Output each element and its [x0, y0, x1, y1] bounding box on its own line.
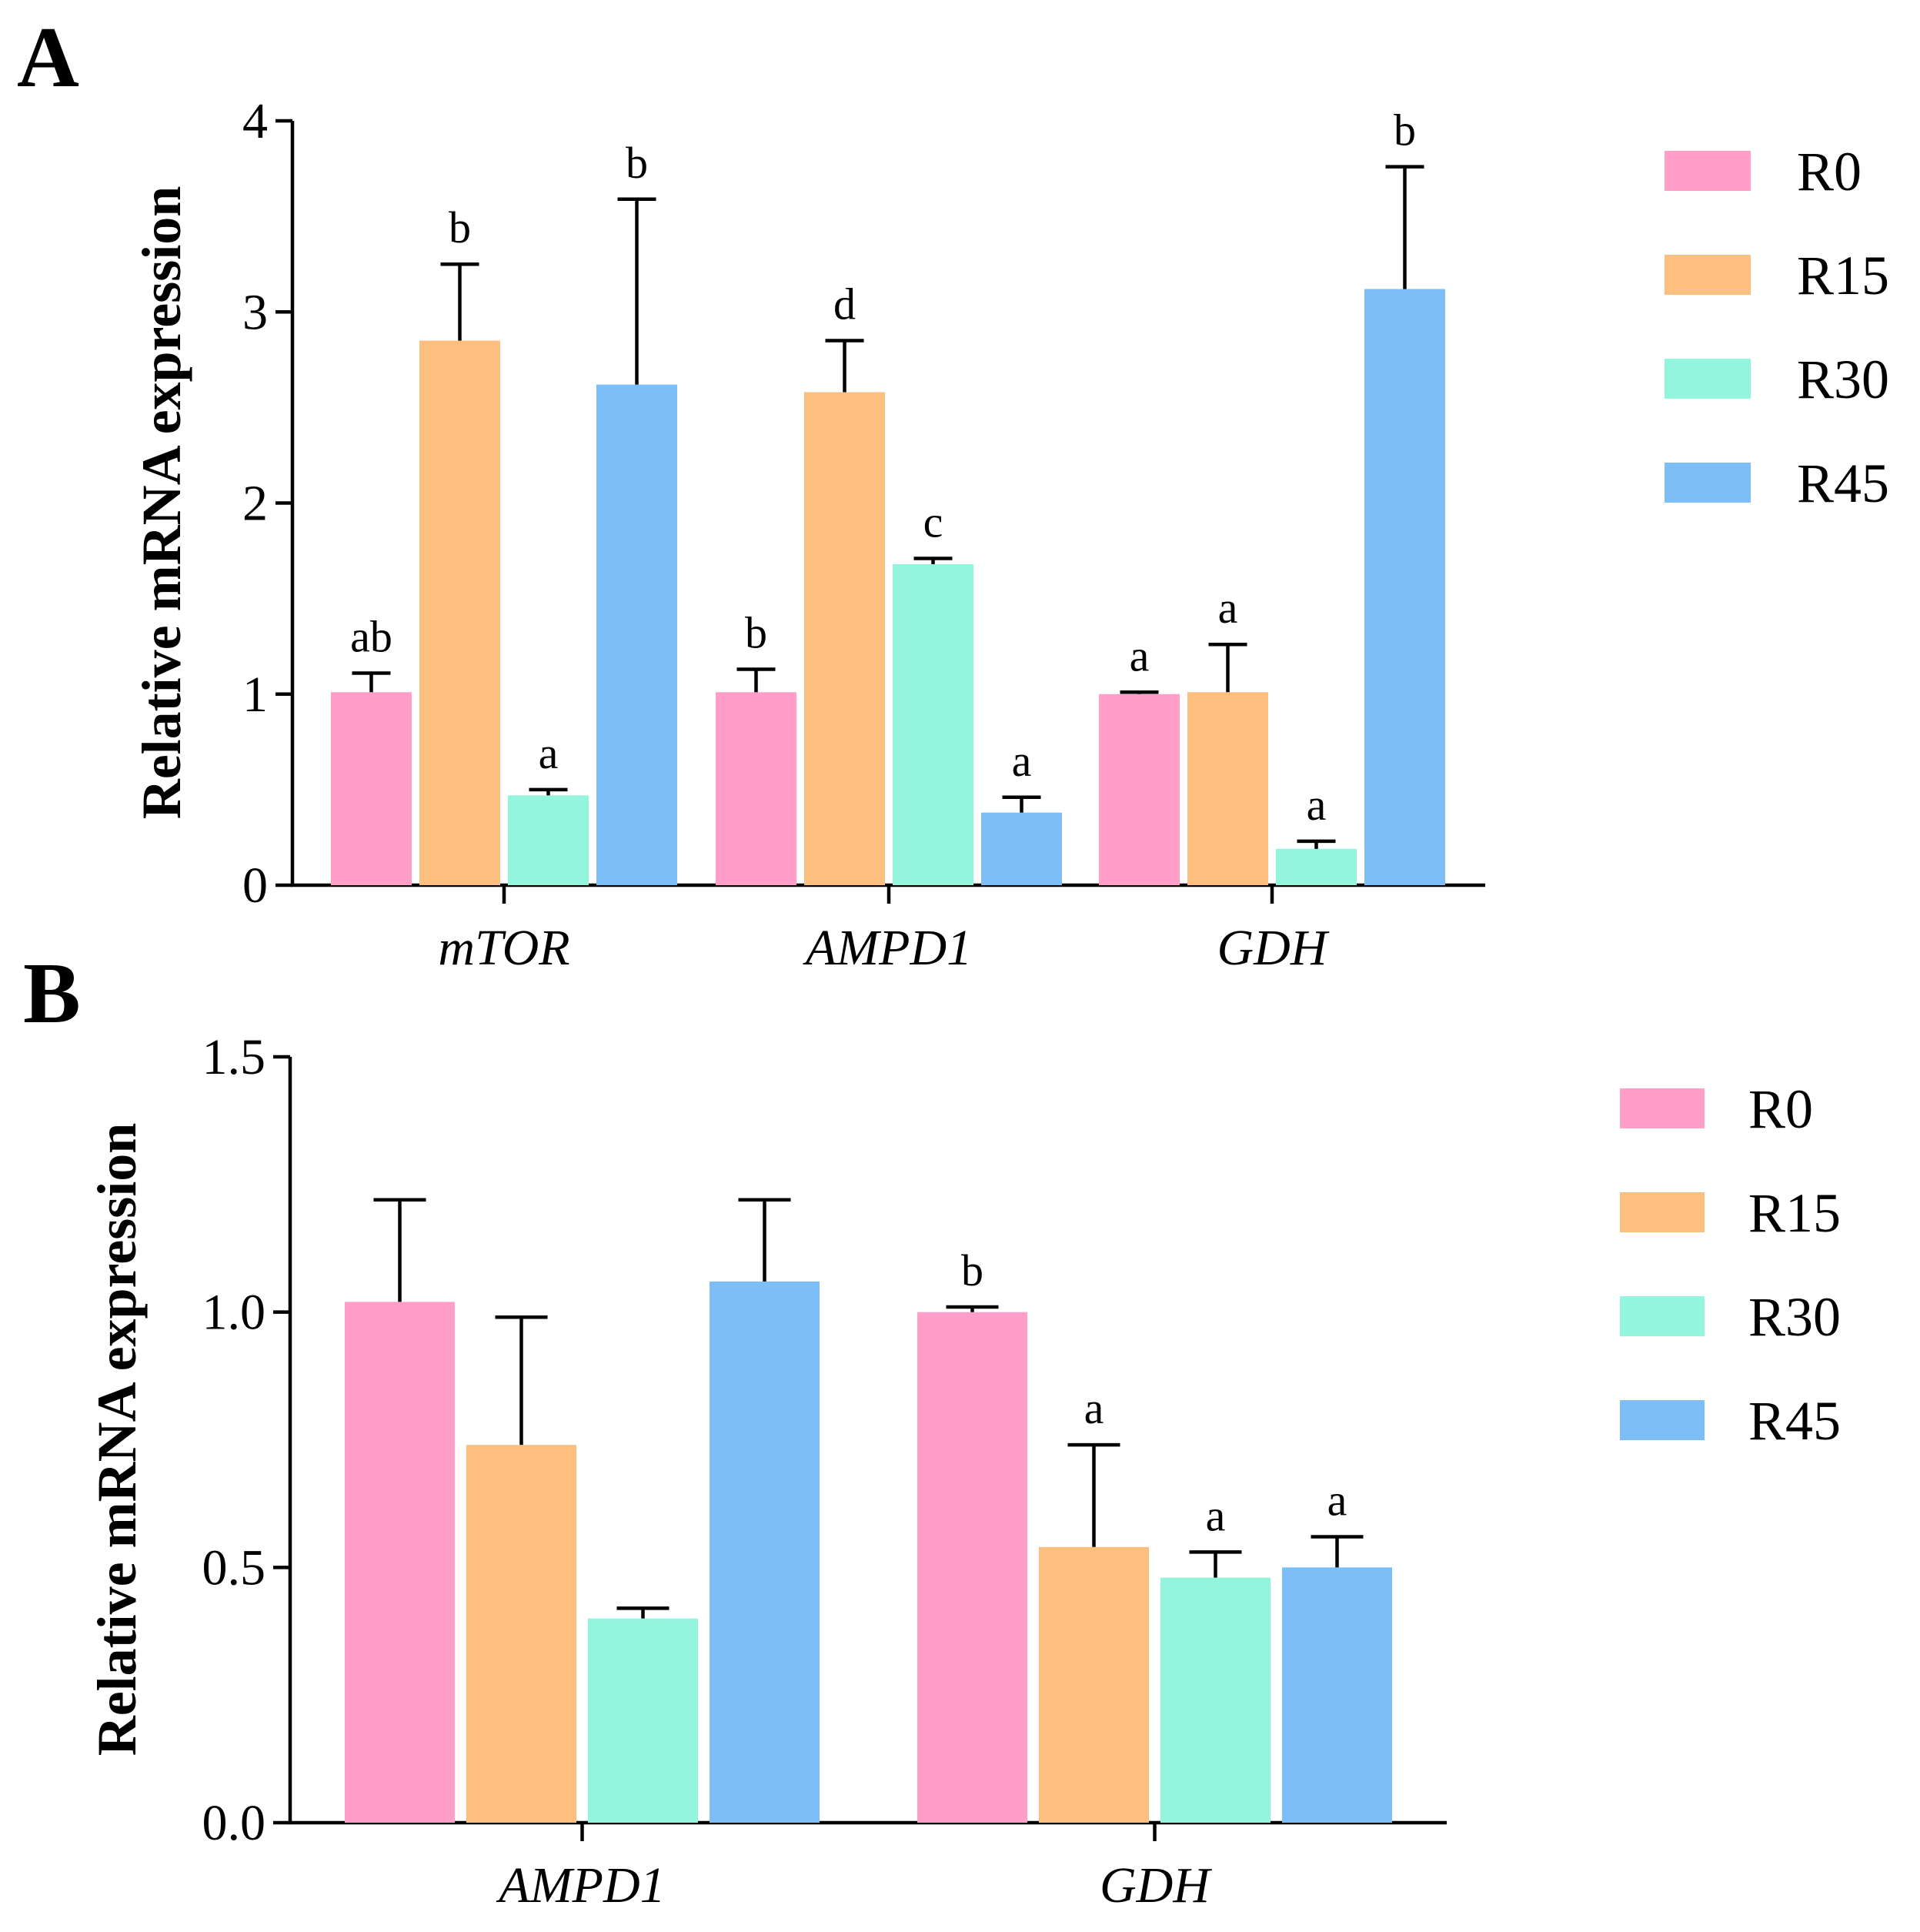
y-tick-label: 0.0 — [202, 1795, 266, 1851]
y-tick-label: 4 — [242, 93, 268, 149]
legend-label: R15 — [1797, 245, 1889, 306]
x-category-label: AMPD1 — [803, 920, 972, 976]
chart-panel-b: 0.0 0.5 1.0 1.5 Relative mRNA expression AMPD… — [86, 1029, 1841, 1914]
significance-letter: b — [961, 1245, 983, 1295]
bar-r15 — [804, 392, 885, 885]
panel-letter-b: B — [23, 946, 81, 1041]
y-axis-title: Relative mRNA expression — [86, 1123, 148, 1757]
bar-r0 — [1099, 694, 1180, 885]
legend-label: R30 — [1797, 349, 1889, 410]
y-tick-label: 1 — [242, 667, 268, 723]
legend-label: R45 — [1748, 1390, 1841, 1452]
significance-letter: b — [626, 138, 648, 188]
bar-r0 — [345, 1302, 455, 1823]
legend-swatch-r30 — [1620, 1296, 1705, 1336]
y-axis-title: Relative mRNA expression — [131, 186, 192, 820]
legend-label: R30 — [1748, 1286, 1841, 1348]
legend-swatch-r15 — [1620, 1192, 1705, 1232]
significance-letter: a — [1327, 1476, 1347, 1526]
bar-r15 — [1039, 1546, 1149, 1823]
significance-letter: ab — [350, 611, 392, 661]
bar-r30 — [508, 795, 589, 885]
significance-letter: c — [923, 496, 943, 547]
panel-letter-a: A — [17, 10, 79, 105]
legend-label: R0 — [1748, 1078, 1813, 1140]
legend-label: R45 — [1797, 453, 1889, 514]
bar-r45 — [981, 812, 1062, 885]
legend-swatch-r0 — [1620, 1088, 1705, 1128]
x-category-label: GDH — [1100, 1857, 1212, 1914]
bar-r45 — [1282, 1567, 1392, 1823]
y-tick-label: 1.5 — [202, 1029, 266, 1085]
significance-letter: a — [1130, 630, 1150, 680]
bar-r15 — [466, 1445, 576, 1823]
x-category-label: mTOR — [438, 920, 569, 976]
legend-swatch-r30 — [1665, 359, 1751, 399]
bar-r45 — [596, 384, 677, 886]
bar-r30 — [588, 1618, 698, 1823]
significance-letter: a — [539, 728, 559, 778]
x-category-label: AMPD1 — [496, 1857, 665, 1914]
legend-label: R15 — [1748, 1182, 1841, 1244]
x-category-label: GDH — [1217, 920, 1330, 976]
significance-letter: d — [833, 279, 856, 329]
bar-r30 — [893, 563, 973, 885]
legend-swatch-r15 — [1665, 255, 1751, 295]
y-tick-label: 2 — [242, 476, 268, 532]
y-tick-label: 0.5 — [202, 1539, 266, 1596]
bar-r0 — [716, 692, 796, 885]
legend-label: R0 — [1797, 141, 1862, 202]
significance-letter: a — [1307, 780, 1327, 830]
significance-letter: b — [1394, 105, 1416, 155]
bar-r30 — [1276, 848, 1357, 885]
legend-swatch-r0 — [1665, 151, 1751, 191]
significance-letter: a — [1206, 1490, 1226, 1540]
legend-swatch-r45 — [1620, 1400, 1705, 1440]
significance-letter: a — [1218, 583, 1238, 633]
bar-r15 — [1187, 692, 1268, 885]
bar-r0 — [331, 692, 412, 885]
bar-r45 — [1364, 289, 1445, 886]
bar-r15 — [419, 340, 500, 885]
bar-r45 — [710, 1281, 820, 1823]
y-tick-label: 0 — [242, 857, 268, 914]
bar-r30 — [1160, 1577, 1271, 1823]
y-tick-label: 3 — [242, 284, 268, 340]
legend-swatch-r45 — [1665, 463, 1751, 503]
bar-r0 — [917, 1312, 1027, 1823]
significance-letter: b — [745, 607, 767, 657]
significance-letter: b — [449, 202, 471, 252]
y-tick-label: 1.0 — [202, 1285, 266, 1341]
significance-letter: a — [1012, 736, 1032, 786]
significance-letter: a — [1084, 1383, 1104, 1433]
